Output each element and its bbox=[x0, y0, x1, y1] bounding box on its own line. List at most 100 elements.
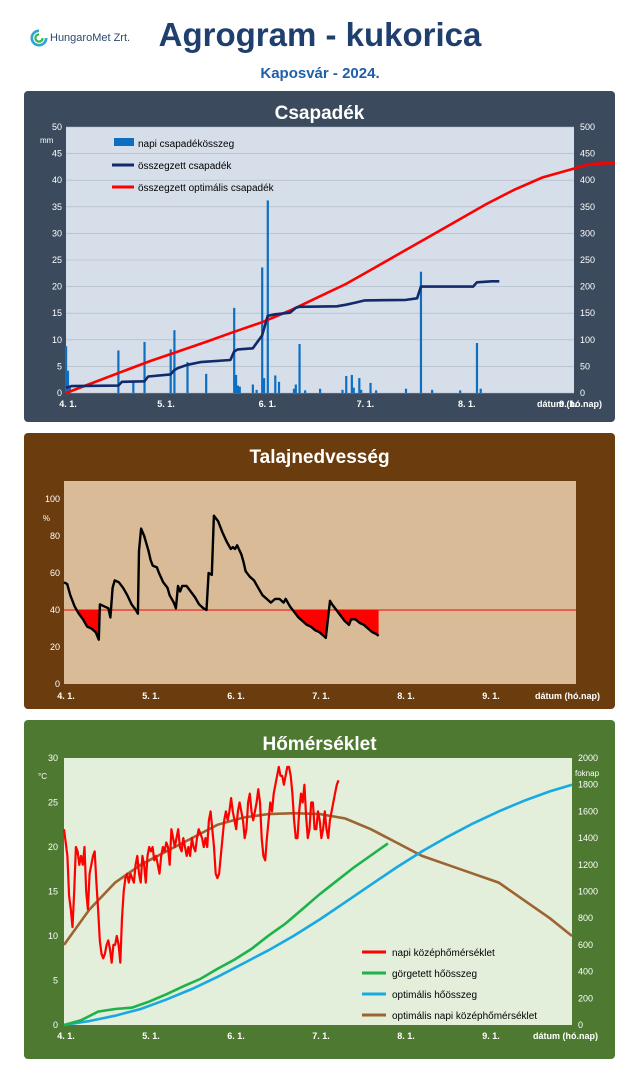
y-tick: 40 bbox=[50, 605, 60, 615]
precip-bar bbox=[262, 378, 266, 393]
x-tick: 4. 1. bbox=[57, 1031, 75, 1041]
x-tick: 4. 1. bbox=[59, 399, 77, 409]
precip-bar bbox=[234, 374, 238, 393]
x-tick: 6. 1. bbox=[227, 691, 245, 701]
x-tick: 5. 1. bbox=[142, 1031, 160, 1041]
y-tick-right: 500 bbox=[580, 122, 595, 132]
y-tick: 20 bbox=[50, 642, 60, 652]
rolling-heat-sum-line bbox=[63, 842, 389, 1027]
x-tick: 5. 1. bbox=[157, 399, 175, 409]
y-tick-left: 20 bbox=[52, 282, 62, 292]
y-tick-left: 45 bbox=[52, 149, 62, 159]
legend-label: összegzett csapadék bbox=[138, 161, 232, 172]
precip-bar bbox=[65, 346, 68, 393]
legend-label: napi középhőmérséklet bbox=[392, 948, 495, 959]
precip-bar bbox=[479, 388, 482, 393]
y-tick-right: 400 bbox=[578, 967, 593, 977]
y-tick-right: 600 bbox=[578, 940, 593, 950]
y-tick-left: 20 bbox=[48, 842, 58, 852]
y-tick-right: 400 bbox=[580, 175, 595, 185]
y-tick-left: 5 bbox=[57, 361, 62, 371]
x-tick: 8. 1. bbox=[397, 1031, 415, 1041]
x-tick: 8. 1. bbox=[458, 399, 476, 409]
temperature-panel: Hőmérséklet 0 5 10 15 20 25 30 0 200 400 600 800 1000… bbox=[24, 720, 615, 1059]
precip-bar bbox=[236, 385, 240, 393]
precip-bar bbox=[350, 374, 353, 393]
legend-swatch bbox=[114, 138, 134, 146]
y-tick: 100 bbox=[45, 494, 60, 504]
x-tick: 7. 1. bbox=[312, 1031, 330, 1041]
y-tick-left: 5 bbox=[53, 976, 58, 986]
temperature-chart: Hőmérséklet 0 5 10 15 20 25 30 0 200 400 600 800 1000… bbox=[38, 734, 600, 1041]
precip-bar bbox=[345, 375, 348, 393]
precip-bar bbox=[360, 389, 363, 393]
precip-bar bbox=[169, 349, 172, 393]
y-tick-right: 150 bbox=[580, 308, 595, 318]
precip-bar bbox=[369, 382, 372, 393]
y-tick-right: 1200 bbox=[578, 860, 598, 870]
y-tick-left: 30 bbox=[52, 228, 62, 238]
y-tick: 60 bbox=[50, 568, 60, 578]
plot-area bbox=[64, 481, 576, 684]
y-tick-left: 10 bbox=[52, 335, 62, 345]
precip-bar bbox=[277, 381, 281, 393]
x-axis-label: dátum (hó.nap) bbox=[537, 399, 602, 409]
precip-bar bbox=[205, 373, 208, 393]
precip-bar bbox=[261, 267, 264, 393]
y-tick-right: 1400 bbox=[578, 833, 598, 843]
y-tick: 80 bbox=[50, 531, 60, 541]
plot-area bbox=[64, 758, 572, 1025]
y-tick-left: 25 bbox=[48, 798, 58, 808]
precip-bar bbox=[255, 389, 258, 393]
y-tick-right: 2000 bbox=[578, 753, 598, 763]
precip-bar bbox=[341, 389, 344, 393]
precip-bar bbox=[274, 375, 277, 393]
precip-bar bbox=[404, 388, 408, 393]
y-tick-right: 450 bbox=[580, 149, 595, 159]
precip-bar bbox=[419, 271, 423, 393]
x-tick: 7. 1. bbox=[312, 691, 330, 701]
optimal-heat-sum-line bbox=[63, 783, 573, 1027]
legend-label: optimális napi középhőmérséklet bbox=[392, 1011, 537, 1022]
precip-bar bbox=[459, 390, 462, 393]
optimal-daily-temp-line bbox=[62, 811, 573, 946]
soil-moisture-chart: Talajnedvesség 0 20 40 60 80 100% 4. 1. 5. 1. 6. … bbox=[43, 447, 600, 701]
x-tick: 8. 1. bbox=[397, 691, 415, 701]
legend-label: optimális hőösszeg bbox=[392, 990, 477, 1001]
y-tick-left: 15 bbox=[48, 887, 58, 897]
precip-bar bbox=[352, 387, 355, 393]
y-unit-label-left: °C bbox=[38, 772, 47, 781]
y-unit-label: mm bbox=[40, 136, 54, 145]
precip-bar bbox=[186, 362, 189, 393]
precip-bar bbox=[143, 341, 146, 393]
y-tick-right: 250 bbox=[580, 255, 595, 265]
panel-title: Talajnedvesség bbox=[249, 447, 389, 468]
precip-bar bbox=[292, 388, 296, 393]
x-tick: 9. 1. bbox=[482, 691, 500, 701]
page-title: Agrogram - kukorica bbox=[158, 16, 482, 53]
y-tick-right: 1800 bbox=[578, 780, 598, 790]
precip-bar bbox=[319, 388, 322, 393]
logo-text: HungaroMet Zrt. bbox=[50, 32, 131, 44]
page-subtitle: Kaposvár - 2024. bbox=[260, 65, 380, 82]
legend-label: napi csapadékösszeg bbox=[138, 139, 234, 150]
precip-bar bbox=[304, 390, 307, 393]
x-tick: 4. 1. bbox=[57, 691, 75, 701]
y-tick-left: 0 bbox=[53, 1020, 58, 1030]
precip-bar bbox=[475, 342, 479, 393]
x-tick: 5. 1. bbox=[142, 691, 160, 701]
y-tick-left: 50 bbox=[52, 122, 62, 132]
precip-bar bbox=[294, 384, 297, 393]
y-tick: 0 bbox=[55, 679, 60, 689]
y-tick-left: 15 bbox=[52, 308, 62, 318]
x-axis-label: dátum (hó.nap) bbox=[535, 691, 600, 701]
precip-bar bbox=[266, 200, 269, 393]
logo: HungaroMet Zrt. bbox=[30, 29, 130, 47]
y-unit-label: % bbox=[43, 514, 50, 523]
y-tick-left: 10 bbox=[48, 931, 58, 941]
precipitation-chart: Csapadék05101520253035404550050100150200… bbox=[40, 103, 615, 409]
precip-bar bbox=[173, 330, 176, 393]
cumulative-precip-line bbox=[65, 280, 500, 389]
y-tick-right: 0 bbox=[578, 1020, 583, 1030]
precip-bar bbox=[375, 390, 378, 393]
